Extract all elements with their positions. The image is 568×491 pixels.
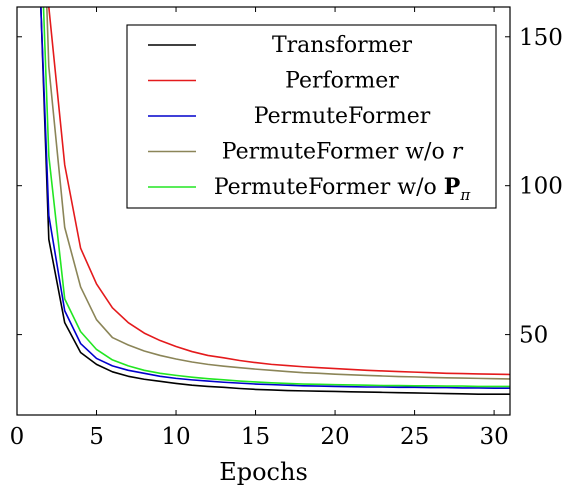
x-tick-label: 10 bbox=[161, 424, 190, 450]
plot-frame bbox=[16, 6, 511, 416]
y-tick-label: 100 bbox=[519, 174, 563, 200]
legend: Transformer Performer PermuteFormer Permute… bbox=[126, 24, 497, 209]
series-line-1 bbox=[40, 7, 510, 395]
x-tick-label: 20 bbox=[320, 424, 349, 450]
tick-layer: 0 5 10 15 20 25 30 50 100 150 bbox=[10, 7, 563, 450]
x-tick-label: 30 bbox=[479, 424, 508, 450]
y-tick-label: 50 bbox=[519, 323, 548, 349]
legend-label-5: PermuteFormer w/o Pπ bbox=[214, 174, 471, 204]
x-tick-label: 0 bbox=[10, 424, 25, 450]
legend-label-4: PermuteFormer w/o r bbox=[222, 140, 464, 165]
legend-label-2: Performer bbox=[285, 69, 399, 94]
x-tick-label: 25 bbox=[400, 424, 429, 450]
y-tick-label: 150 bbox=[519, 25, 563, 51]
series-line-4 bbox=[46, 7, 510, 380]
series-line-5 bbox=[42, 7, 510, 388]
x-tick-label: 5 bbox=[89, 424, 104, 450]
series-line-3 bbox=[40, 7, 510, 390]
series-layer bbox=[40, 7, 510, 395]
x-axis-title: Epochs bbox=[219, 458, 308, 486]
legend-label-1: Transformer bbox=[272, 33, 413, 58]
series-line-2 bbox=[48, 7, 510, 376]
x-tick-label: 15 bbox=[241, 424, 270, 450]
legend-label-3: PermuteFormer bbox=[254, 104, 431, 129]
